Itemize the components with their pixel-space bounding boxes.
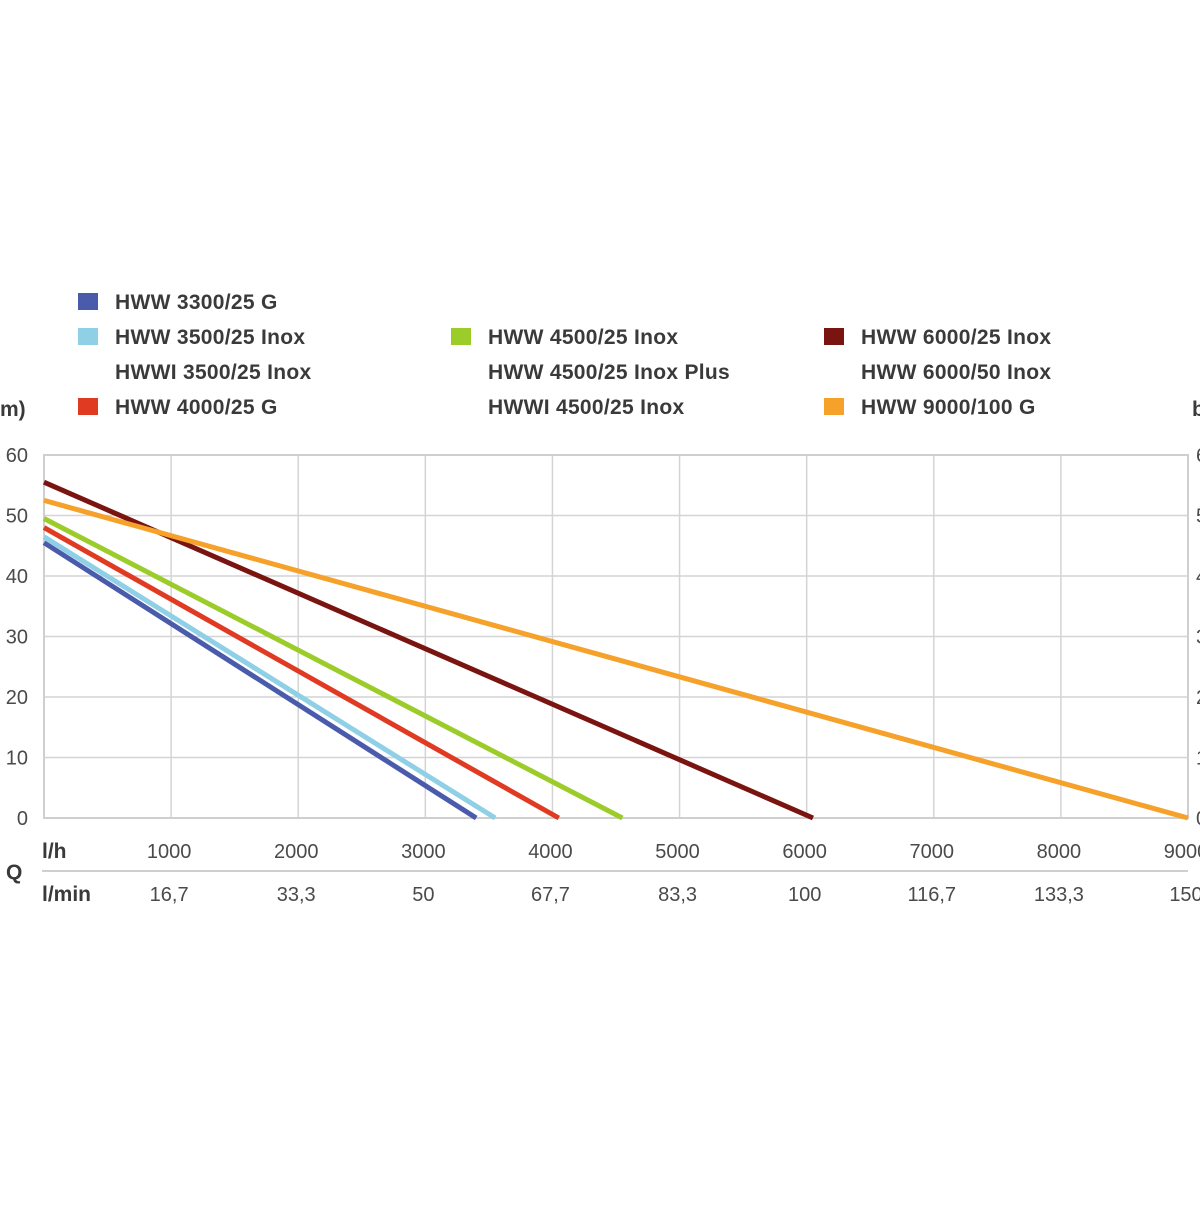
y-tick-label: 30: [6, 627, 28, 649]
x2-tick-label: 100: [788, 884, 821, 906]
x-tick-label: 2000: [274, 841, 319, 863]
legend-label: HWW 6000/50 Inox: [861, 361, 1051, 384]
y-right-tick-label: 1: [1196, 748, 1200, 770]
legend-swatch: [824, 328, 844, 345]
y-axis-unit-label: m): [0, 398, 26, 421]
y-right-tick-label: 6: [1196, 445, 1200, 467]
legend-label: HWW 4000/25 G: [115, 396, 278, 419]
y-right-tick-label: 2: [1196, 687, 1200, 709]
x-tick-label: 5000: [655, 841, 700, 863]
x2-tick-label: 150: [1169, 884, 1200, 906]
legend-label: HWWI 4500/25 Inox: [488, 396, 685, 419]
x-tick-label: 1000: [147, 841, 192, 863]
legend-label: HWW 3300/25 G: [115, 291, 278, 314]
legend-label: HWW 4500/25 Inox: [488, 326, 678, 349]
series-line: [43, 497, 1189, 821]
y-tick-label: 60: [6, 445, 28, 467]
x2-tick-label: 116,7: [907, 884, 956, 906]
x2-tick-label: 16,7: [150, 884, 189, 906]
x-axis-unit-label: l/h: [42, 840, 67, 863]
series-line: [42, 516, 624, 821]
y-right-tick-label: 0: [1196, 808, 1200, 830]
x-tick-label: 3000: [401, 841, 446, 863]
legend-swatch: [451, 328, 471, 345]
legend-swatch: [78, 293, 98, 310]
y-tick-label: 40: [6, 566, 28, 588]
y-tick-label: 50: [6, 506, 28, 528]
x2-tick-label: 50: [412, 884, 434, 906]
y-right-tick-label: 4: [1196, 566, 1200, 588]
series-line: [42, 540, 478, 821]
y-tick-label: 20: [6, 687, 28, 709]
q-axis-label: Q: [6, 861, 22, 884]
x2-tick-label: 67,7: [531, 884, 570, 906]
legend-label: HWW 4500/25 Inox Plus: [488, 361, 730, 384]
legend-swatch: [824, 398, 844, 415]
legend-label: HWW 3500/25 Inox: [115, 326, 305, 349]
legend-label: HWWI 3500/25 Inox: [115, 361, 312, 384]
y-right-tick-label: 3: [1196, 627, 1200, 649]
x-tick-label: 8000: [1037, 841, 1082, 863]
y-tick-label: 0: [17, 808, 28, 830]
x-tick-label: 9000: [1164, 841, 1200, 863]
x2-tick-label: 133,3: [1034, 884, 1084, 906]
x-tick-label: 7000: [910, 841, 955, 863]
x-tick-label: 6000: [782, 841, 827, 863]
x2-tick-label: 83,3: [658, 884, 697, 906]
x2-axis-unit-label: l/min: [42, 883, 91, 906]
legend-label: HWW 6000/25 Inox: [861, 326, 1051, 349]
plot-frame: [43, 454, 1189, 819]
legend-label: HWW 9000/100 G: [861, 396, 1036, 419]
x2-tick-label: 33,3: [277, 884, 316, 906]
y-right-axis-unit-label: b: [1192, 398, 1200, 421]
x-tick-label: 4000: [528, 841, 573, 863]
legend-swatch: [78, 328, 98, 345]
y-tick-label: 10: [6, 748, 28, 770]
series-line: [42, 525, 561, 821]
series-line: [42, 534, 497, 821]
y-right-tick-label: 5: [1196, 506, 1200, 528]
legend-swatch: [78, 398, 98, 415]
